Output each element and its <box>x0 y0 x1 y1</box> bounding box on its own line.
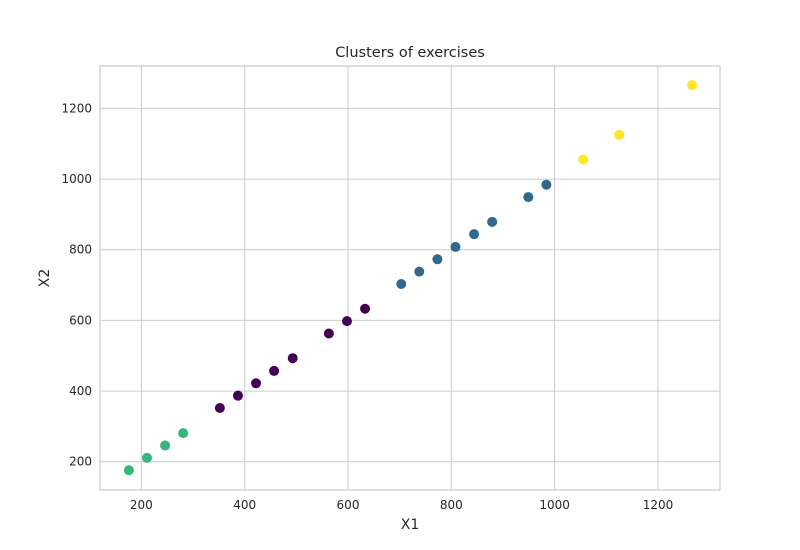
scatter-point <box>450 241 461 252</box>
tick-labels: 200 400 600 800 1000 1200 200 400 600 800 1000 1200 <box>61 101 673 512</box>
scatter-point <box>341 316 352 327</box>
scatter-point <box>396 279 407 290</box>
data-points <box>123 80 698 476</box>
x-tick-label: 1000 <box>539 498 570 512</box>
y-tick-label: 1000 <box>61 172 92 186</box>
plot-area-frame <box>99 65 721 491</box>
scatter-point <box>469 229 480 240</box>
y-tick-label: 200 <box>69 455 92 469</box>
chart-title: Clusters of exercises <box>335 45 485 61</box>
scatter-point <box>123 465 134 476</box>
x-tick-label: 800 <box>440 498 463 512</box>
scatter-point <box>160 440 171 451</box>
scatter-point <box>287 353 298 364</box>
x-tick-label: 400 <box>233 498 256 512</box>
y-tick-label: 1200 <box>61 101 92 115</box>
x-tick-label: 200 <box>130 498 153 512</box>
scatter-point <box>541 179 552 190</box>
scatter-point <box>432 254 443 265</box>
scatter-point <box>178 428 189 439</box>
y-tick-label: 800 <box>69 243 92 257</box>
scatter-point <box>523 192 534 203</box>
y-axis-label: X2 <box>37 269 53 288</box>
scatter-point <box>323 328 334 339</box>
scatter-point <box>232 390 243 401</box>
scatter-point <box>214 403 225 414</box>
scatter-point <box>414 266 425 277</box>
x-tick-label: 600 <box>337 498 360 512</box>
x-axis-label: X1 <box>401 517 420 533</box>
scatter-point <box>142 452 153 463</box>
scatter-point <box>269 365 280 376</box>
scatter-point <box>487 216 498 227</box>
scatter-point <box>687 80 698 91</box>
grid <box>100 66 720 490</box>
y-tick-label: 400 <box>69 384 92 398</box>
scatter-point <box>614 129 625 140</box>
x-tick-label: 1200 <box>643 498 674 512</box>
scatter-point <box>251 378 262 389</box>
scatter-point <box>360 303 371 314</box>
y-tick-label: 600 <box>69 313 92 327</box>
scatter-point <box>578 154 589 165</box>
